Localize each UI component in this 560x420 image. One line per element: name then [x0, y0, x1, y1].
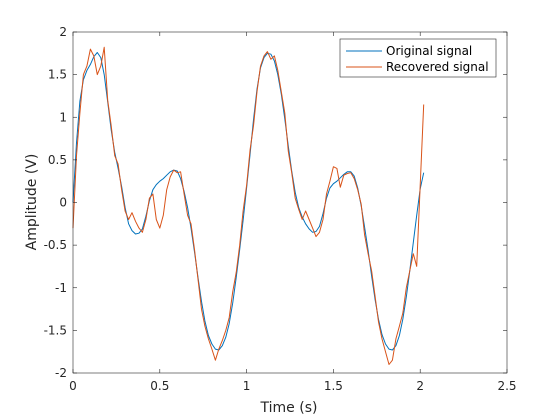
y-tick-label: 1 — [59, 110, 67, 124]
y-axis-label: Amplitude (V) — [24, 154, 40, 251]
legend-label-recovered: Recovered signal — [386, 60, 489, 74]
y-tick-label: 2 — [59, 25, 67, 39]
legend-label-original: Original signal — [386, 44, 472, 58]
x-axis-label: Time (s) — [260, 400, 318, 416]
axes-box — [73, 32, 507, 373]
series-layer — [72, 46, 425, 365]
y-tick-label: 1.5 — [48, 68, 67, 82]
legend: Original signal Recovered signal — [339, 38, 497, 78]
y-tick-label: -2 — [55, 366, 67, 380]
y-tick-label: -1 — [55, 281, 67, 295]
x-tick-label: 0 — [69, 379, 77, 393]
x-tick-label: 1.5 — [324, 379, 343, 393]
y-tick-label: 0 — [59, 196, 67, 210]
legend-box — [339, 38, 497, 78]
x-tick-label: 2 — [416, 379, 424, 393]
y-tick-label: -0.5 — [44, 238, 67, 252]
plot-area: 0 0.5 1 1.5 2 2.5 -2 -1.5 -1 -0.5 0 0.5 1 1.5 2 — [44, 25, 517, 393]
x-tick-label: 0.5 — [150, 379, 169, 393]
y-tick-label: -1.5 — [44, 323, 67, 337]
x-axis-ticks: 0 0.5 1 1.5 2 2.5 — [69, 32, 517, 393]
series-line-recovered — [72, 46, 425, 365]
x-tick-label: 2.5 — [497, 379, 516, 393]
y-tick-label: 0.5 — [48, 153, 67, 167]
x-tick-label: 1 — [243, 379, 251, 393]
y-axis-ticks: -2 -1.5 -1 -0.5 0 0.5 1 1.5 2 — [44, 25, 507, 380]
